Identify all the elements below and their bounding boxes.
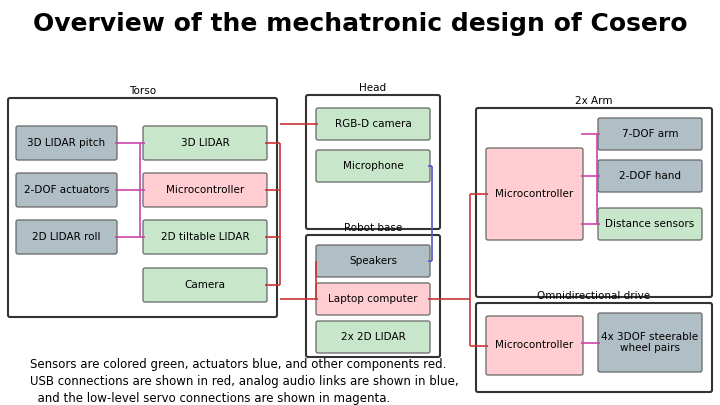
FancyBboxPatch shape [316, 283, 430, 315]
FancyBboxPatch shape [16, 220, 117, 254]
FancyBboxPatch shape [316, 150, 430, 182]
FancyBboxPatch shape [316, 321, 430, 353]
FancyBboxPatch shape [16, 126, 117, 160]
Text: RGB-D camera: RGB-D camera [335, 119, 411, 129]
FancyBboxPatch shape [598, 208, 702, 240]
Text: Omnidirectional drive: Omnidirectional drive [537, 291, 651, 301]
Text: 2x 2D LIDAR: 2x 2D LIDAR [341, 332, 405, 342]
Text: Speakers: Speakers [349, 256, 397, 266]
Text: Microcontroller: Microcontroller [495, 189, 574, 199]
FancyBboxPatch shape [143, 268, 267, 302]
Text: 3D LIDAR: 3D LIDAR [181, 138, 230, 148]
Text: 4x 3DOF steerable
wheel pairs: 4x 3DOF steerable wheel pairs [601, 332, 698, 353]
Text: 2D tiltable LIDAR: 2D tiltable LIDAR [161, 232, 249, 242]
Text: 2x Arm: 2x Arm [575, 96, 613, 106]
Text: 7-DOF arm: 7-DOF arm [622, 129, 678, 139]
Text: Camera: Camera [184, 280, 225, 290]
Text: 2-DOF hand: 2-DOF hand [619, 171, 681, 181]
Text: Robot base: Robot base [344, 223, 402, 233]
FancyBboxPatch shape [306, 235, 440, 357]
FancyBboxPatch shape [598, 313, 702, 372]
Text: Laptop computer: Laptop computer [328, 294, 418, 304]
FancyBboxPatch shape [476, 108, 712, 297]
FancyBboxPatch shape [316, 245, 430, 277]
Text: Microphone: Microphone [343, 161, 403, 171]
Text: Overview of the mechatronic design of Cosero: Overview of the mechatronic design of Co… [32, 12, 688, 36]
FancyBboxPatch shape [16, 173, 117, 207]
FancyBboxPatch shape [598, 118, 702, 150]
FancyBboxPatch shape [143, 173, 267, 207]
FancyBboxPatch shape [143, 220, 267, 254]
Text: Distance sensors: Distance sensors [606, 219, 695, 229]
FancyBboxPatch shape [143, 126, 267, 160]
FancyBboxPatch shape [598, 160, 702, 192]
FancyBboxPatch shape [486, 316, 583, 375]
Text: 3D LIDAR pitch: 3D LIDAR pitch [27, 138, 106, 148]
FancyBboxPatch shape [316, 108, 430, 140]
Text: 2-DOF actuators: 2-DOF actuators [24, 185, 109, 195]
Text: Microcontroller: Microcontroller [495, 341, 574, 350]
Text: 2D LIDAR roll: 2D LIDAR roll [32, 232, 101, 242]
FancyBboxPatch shape [306, 95, 440, 229]
Text: Torso: Torso [129, 86, 156, 96]
FancyBboxPatch shape [8, 98, 277, 317]
Text: Sensors are colored green, actuators blue, and other components red.
USB connect: Sensors are colored green, actuators blu… [30, 358, 459, 405]
FancyBboxPatch shape [476, 303, 712, 392]
Text: Head: Head [359, 83, 387, 93]
Text: Microcontroller: Microcontroller [166, 185, 244, 195]
FancyBboxPatch shape [486, 148, 583, 240]
